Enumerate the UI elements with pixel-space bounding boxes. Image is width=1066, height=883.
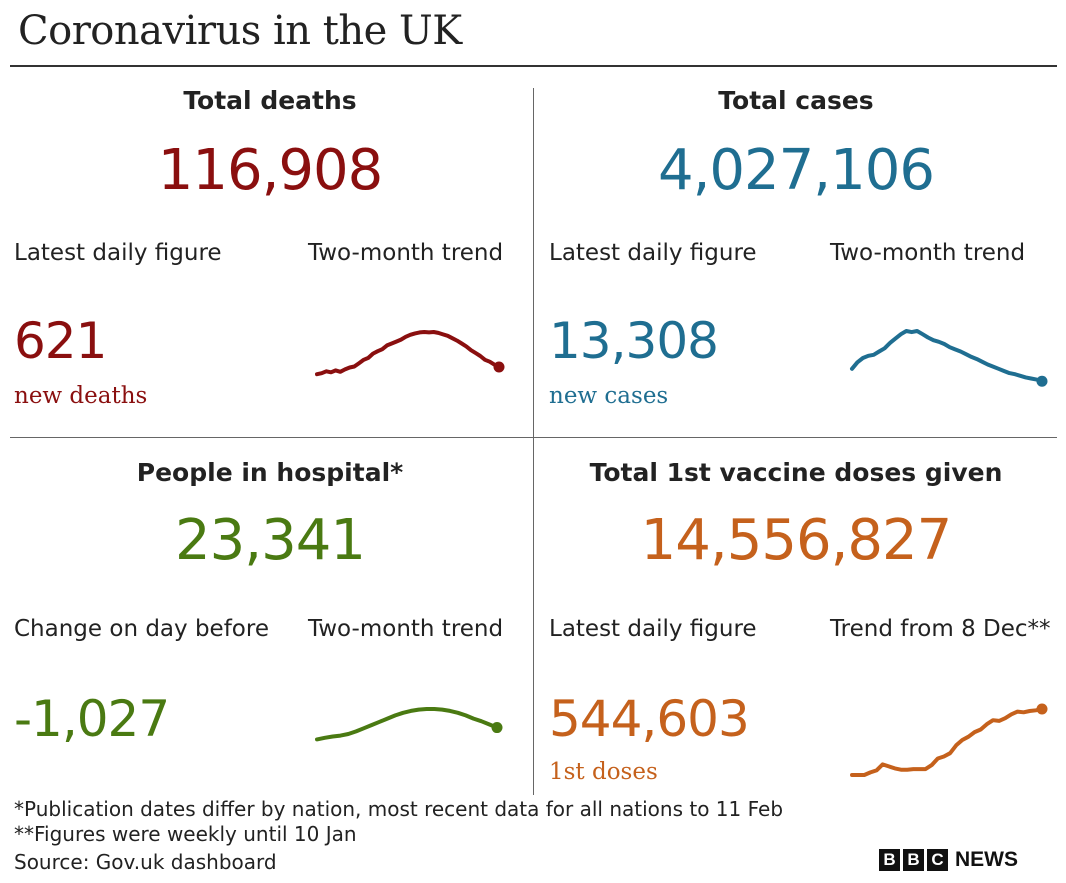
hospital-panel-title: People in hospital* (136, 458, 404, 487)
bbc-news-logo: B B C NEWS (879, 848, 1018, 871)
cases-latest-unit: new cases (549, 383, 669, 409)
cases-trend-end-point (1036, 375, 1048, 387)
vaccine-trend-sparkline (850, 703, 1048, 777)
deaths-latest-label: Latest daily figure (14, 240, 222, 266)
horizontal-divider (10, 437, 1057, 438)
footnote-weekly-figures: **Figures were weekly until 10 Jan (14, 822, 357, 846)
hospital-trend-label: Two-month trend (308, 616, 504, 642)
cases-trend-sparkline (850, 329, 1048, 387)
vaccine-latest-unit: 1st doses (549, 759, 658, 785)
deaths-latest-unit: new deaths (14, 383, 148, 409)
cases-total-value: 4,027,106 (657, 138, 935, 203)
vaccine-trend-end-point (1036, 703, 1048, 715)
hospital-total-value: 23,341 (175, 508, 366, 573)
hospital-trend-line (315, 707, 499, 742)
vaccine-panel-title: Total 1st vaccine doses given (589, 458, 1003, 487)
cases-latest-label: Latest daily figure (549, 240, 757, 266)
cases-trend-line (850, 329, 1044, 384)
deaths-latest-value: 621 (14, 312, 107, 370)
vaccine-latest-value: 544,603 (549, 690, 750, 748)
deaths-trend-sparkline (315, 330, 505, 377)
hospital-trend-sparkline (315, 707, 503, 742)
chart-title: Coronavirus in the UK (18, 8, 462, 54)
cases-latest-value: 13,308 (549, 312, 719, 370)
cases-trend-label: Two-month trend (830, 240, 1026, 266)
title-rule (10, 65, 1057, 67)
vaccine-latest-label: Latest daily figure (549, 616, 757, 642)
deaths-trend-label: Two-month trend (308, 240, 504, 266)
logo-letter: B (903, 849, 924, 871)
deaths-trend-end-point (493, 361, 505, 373)
deaths-trend-line (315, 330, 501, 377)
vaccine-trend-line (850, 707, 1044, 777)
deaths-total-value: 116,908 (157, 138, 384, 203)
source-note: Source: Gov.uk dashboard (14, 850, 277, 874)
hospital-latest-label: Change on day before (14, 616, 269, 642)
hospital-latest-value: -1,027 (14, 690, 170, 748)
vaccine-trend-label: Trend from 8 Dec** (830, 616, 1051, 642)
cases-panel-title: Total cases (718, 86, 874, 115)
vaccine-total-value: 14,556,827 (640, 508, 953, 573)
hospital-trend-end-point (491, 722, 503, 734)
deaths-panel-title: Total deaths (183, 86, 357, 115)
logo-letter: B (879, 849, 900, 871)
logo-letter: C (927, 849, 948, 871)
logo-news-word: NEWS (955, 848, 1018, 871)
vertical-divider (533, 88, 534, 795)
footnote-publication-dates: *Publication dates differ by nation, mos… (14, 797, 784, 821)
